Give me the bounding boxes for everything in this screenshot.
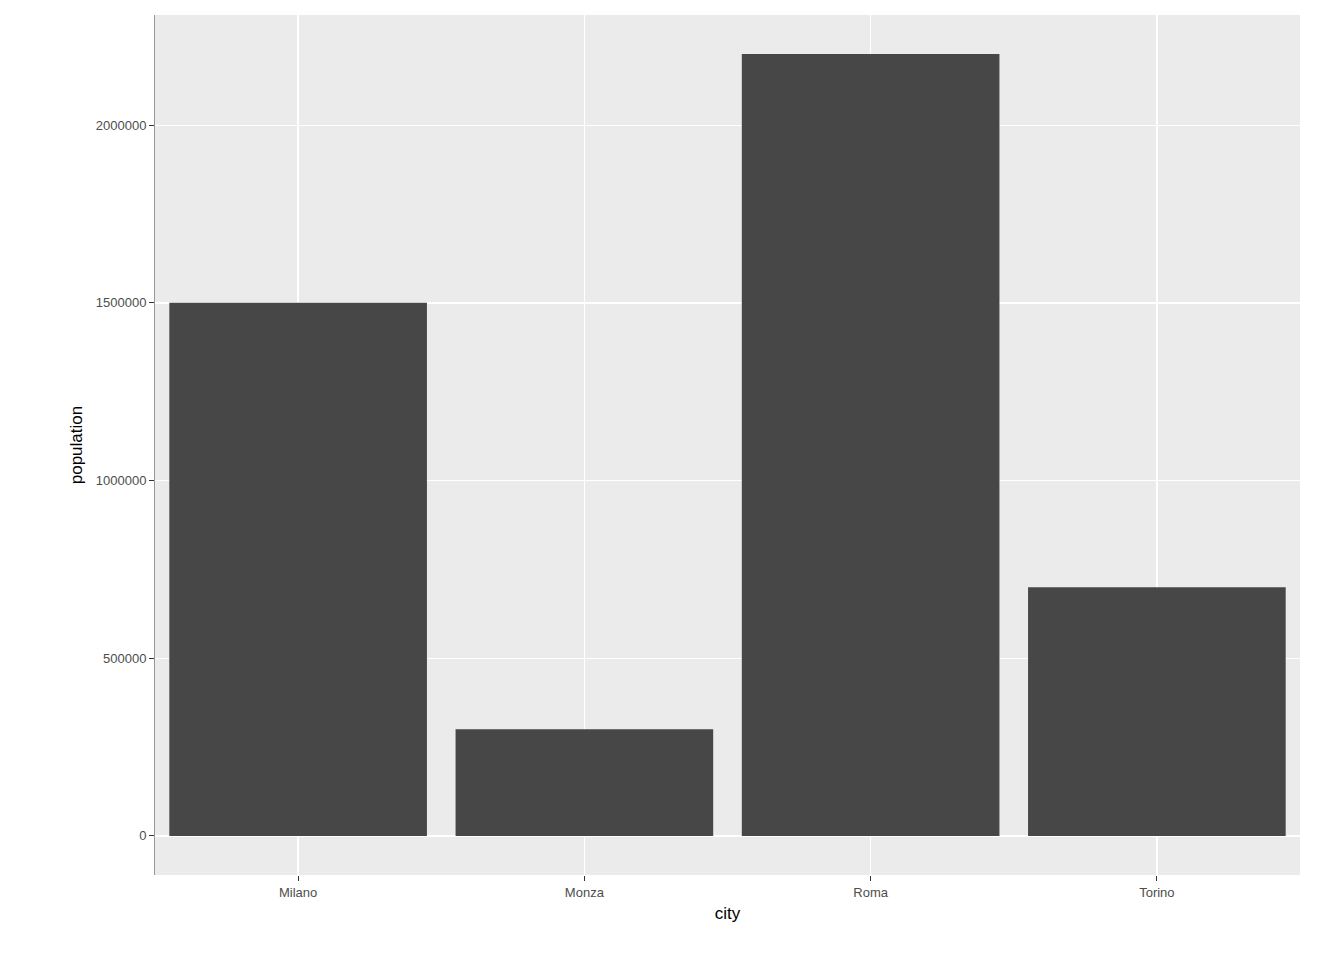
svg-text:1500000: 1500000 [96,295,147,310]
svg-text:population: population [67,406,86,484]
svg-text:Roma: Roma [853,885,888,900]
svg-text:1000000: 1000000 [96,473,147,488]
svg-text:0: 0 [139,828,146,843]
svg-text:2000000: 2000000 [96,118,147,133]
svg-text:Torino: Torino [1139,885,1174,900]
svg-text:500000: 500000 [103,651,146,666]
svg-text:Monza: Monza [565,885,605,900]
svg-text:city: city [715,904,741,923]
svg-text:Milano: Milano [279,885,317,900]
